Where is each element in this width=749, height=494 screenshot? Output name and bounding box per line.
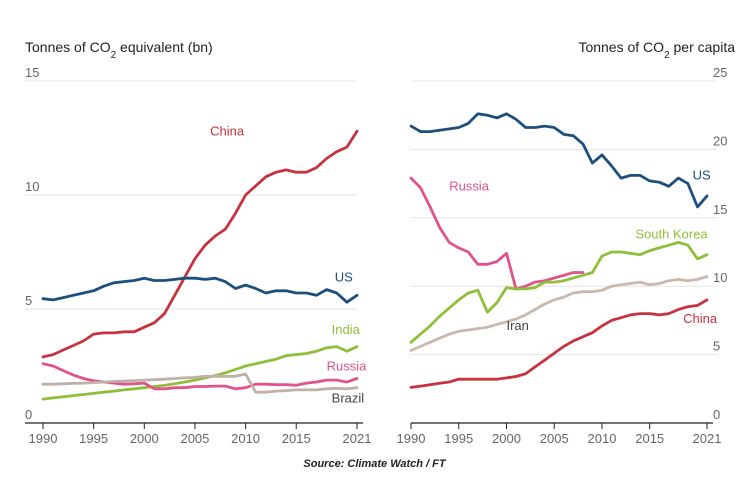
series-label-total-russia: Russia xyxy=(327,359,368,374)
x-tick-label-percap-2021: 2021 xyxy=(693,431,722,446)
x-tick-label-total-2010: 2010 xyxy=(231,431,260,446)
series-label-percap-russia: Russia xyxy=(449,178,490,193)
x-tick-label-total-2005: 2005 xyxy=(180,431,209,446)
series-line-percap-china xyxy=(409,298,709,389)
source-note: Source: Climate Watch / FT xyxy=(303,458,446,470)
series-label-percap-china: China xyxy=(683,311,718,326)
y-tick-label-percap-0: 0 xyxy=(713,407,720,422)
x-tick-label-total-1995: 1995 xyxy=(79,431,108,446)
x-tick-label-percap-2005: 2005 xyxy=(540,431,569,446)
series-label-total-brazil: Brazil xyxy=(332,390,365,405)
x-tick-label-total-2021: 2021 xyxy=(343,431,372,446)
series-line-percap-iran xyxy=(409,275,709,352)
series-label-percap-south-korea: South Korea xyxy=(635,226,708,241)
series-line-total-us xyxy=(41,276,359,304)
y-tick-label-total-5: 5 xyxy=(25,293,32,308)
chart-title-percap: Tonnes of CO2 per capita xyxy=(578,39,735,61)
x-tick-label-percap-2000: 2000 xyxy=(492,431,521,446)
series-line-percap-us xyxy=(409,112,709,209)
x-tick-label-total-1990: 1990 xyxy=(29,431,58,446)
y-tick-label-percap-25: 25 xyxy=(713,65,727,80)
series-label-percap-iran: Iran xyxy=(506,318,528,333)
series-label-percap-us: US xyxy=(693,167,711,182)
x-tick-label-percap-1995: 1995 xyxy=(444,431,473,446)
y-tick-label-percap-5: 5 xyxy=(713,339,720,354)
chart-panel-per-capita: Tonnes of CO2 per capita 0 5 10 15 20 25 1990 19… xyxy=(397,39,736,446)
y-tick-label-total-10: 10 xyxy=(25,179,39,194)
y-tick-label-total-0: 0 xyxy=(25,407,32,422)
y-tick-label-percap-10: 10 xyxy=(713,270,727,285)
series-line-total-brazil xyxy=(41,372,359,394)
series-line-total-china xyxy=(41,129,359,359)
x-tick-label-percap-2010: 2010 xyxy=(588,431,617,446)
x-tick-label-percap-2015: 2015 xyxy=(635,431,664,446)
x-tick-label-percap-1990: 1990 xyxy=(397,431,426,446)
chart-panel-total: Tonnes of CO2 equivalent (bn) 0 5 10 15 1990 1… xyxy=(25,39,371,446)
y-tick-label-percap-15: 15 xyxy=(713,202,727,217)
x-tick-label-total-2000: 2000 xyxy=(130,431,159,446)
x-tick-label-total-2015: 2015 xyxy=(282,431,311,446)
y-tick-label-percap-20: 20 xyxy=(713,133,727,148)
series-label-total-china: China xyxy=(210,124,245,139)
series-line-percap-south-korea xyxy=(409,240,709,344)
series-label-total-india: India xyxy=(332,322,361,337)
chart-title-total: Tonnes of CO2 equivalent (bn) xyxy=(25,39,213,61)
series-line-total-russia xyxy=(41,362,359,391)
series-label-total-us: US xyxy=(335,270,353,285)
y-tick-label-total-15: 15 xyxy=(25,65,39,80)
series-line-percap-russia xyxy=(409,176,585,291)
series-line-total-india xyxy=(41,345,359,401)
